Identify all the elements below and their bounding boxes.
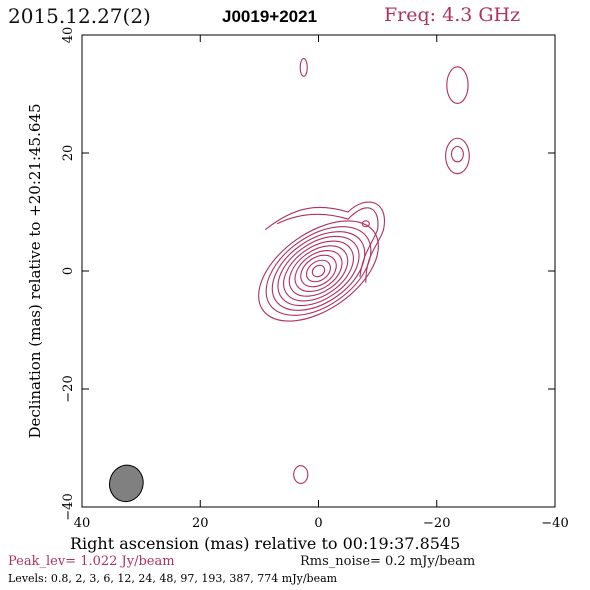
y-tick-label: −20 xyxy=(61,375,76,402)
island-contour xyxy=(299,58,308,77)
y-tick-label: 40 xyxy=(61,27,76,44)
jet-knot-contour xyxy=(361,220,370,228)
observation-date: 2015.12.27(2) xyxy=(8,4,151,28)
chart-header: 2015.12.27(2) J0019+2021 Freq: 4.3 GHz xyxy=(0,2,590,30)
jet-contour xyxy=(264,201,386,283)
x-tick-label: 20 xyxy=(192,516,209,531)
core-contour xyxy=(283,240,354,302)
x-tick-label: −20 xyxy=(423,516,450,531)
core-contour xyxy=(265,226,372,316)
island-contour xyxy=(445,137,470,175)
island-contour xyxy=(446,66,469,104)
core-contour xyxy=(288,245,349,297)
y-tick-label: −40 xyxy=(61,493,76,520)
island-contour xyxy=(450,145,464,163)
rms-noise: Rms_noise= 0.2 mJy/beam xyxy=(300,554,476,569)
peak-level: Peak_lev= 1.022 Jy/beam xyxy=(8,554,175,569)
x-axis-label: Right ascension (mas) relative to 00:19:… xyxy=(70,534,461,553)
core-contour xyxy=(294,249,343,293)
source-name: J0019+2021 xyxy=(222,7,318,26)
island-contour xyxy=(293,465,309,484)
beam-ellipse xyxy=(109,464,144,503)
plot-frame xyxy=(81,34,556,508)
core-contour xyxy=(305,259,332,283)
y-tick-label: 0 xyxy=(61,267,76,275)
y-axis-label: Declination (mas) relative to +20:21:45.… xyxy=(26,103,44,438)
contour-levels: Levels: 0.8, 2, 3, 6, 12, 24, 48, 97, 19… xyxy=(8,572,338,585)
y-tick-label: 20 xyxy=(61,145,76,162)
core-contour xyxy=(271,231,366,311)
frequency-label: Freq: 4.3 GHz xyxy=(384,4,521,26)
core-contour xyxy=(311,264,326,278)
jet-contour xyxy=(276,207,379,277)
core-contour xyxy=(300,254,337,288)
core-contour xyxy=(258,220,379,322)
x-tick-label: −40 xyxy=(541,516,568,531)
x-tick-label: 0 xyxy=(314,516,322,531)
core-contour xyxy=(277,235,360,307)
x-tick-label: 40 xyxy=(74,516,91,531)
